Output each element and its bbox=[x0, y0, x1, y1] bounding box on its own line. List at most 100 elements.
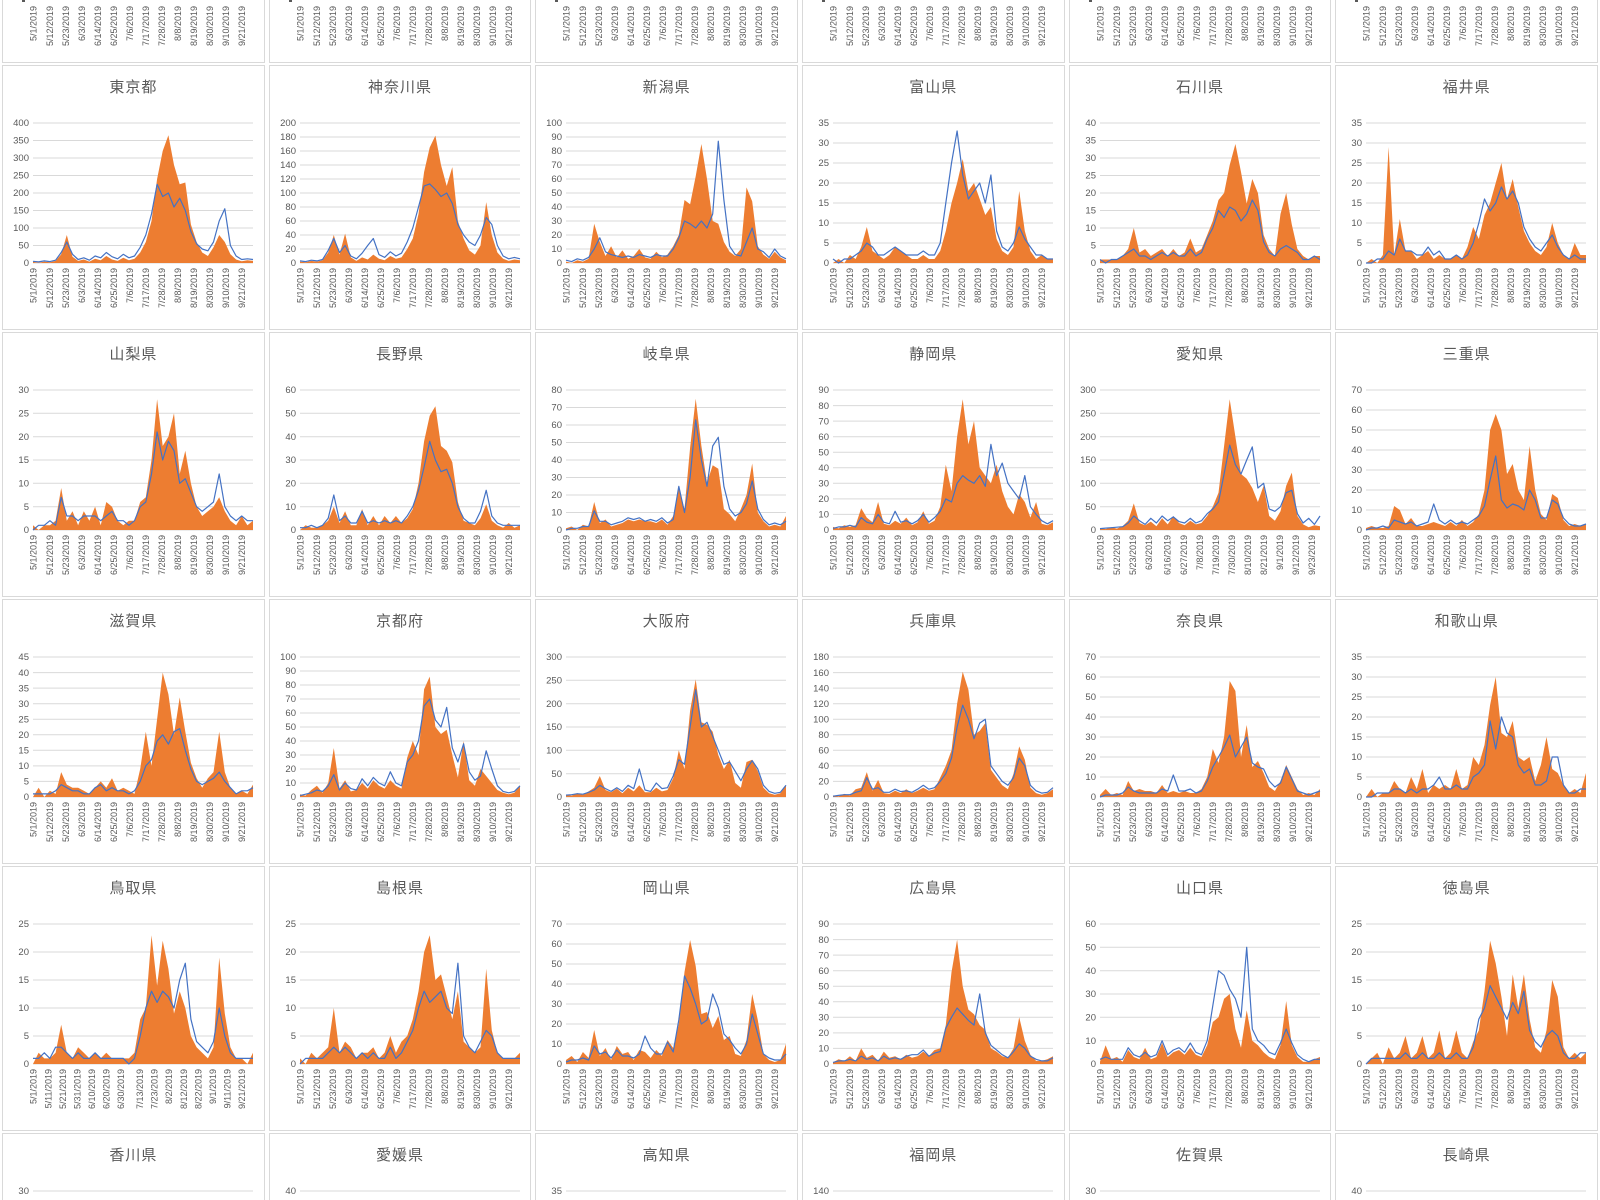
x-axis-tick-label: 5/12/2019 bbox=[1378, 268, 1388, 308]
chart-cell[interactable]: 長野県 0 10 20 30 40 50 60 5/1/2019 5/12/2019 5/23/20… bbox=[268, 332, 532, 597]
x-axis-tick-label: 6/25/2019 bbox=[376, 1069, 386, 1109]
x-axis-tick-label: 6/25/2019 bbox=[376, 6, 386, 46]
x-axis-tick-label: 9/10/2019 bbox=[221, 802, 231, 842]
partial-chart-cell[interactable]: 長崎県 40 bbox=[1335, 1133, 1598, 1200]
y-axis-tick-label: 80 bbox=[285, 202, 296, 213]
chart-cell[interactable]: 大阪府 0 50 100 150 200 250 300 5/1/2019 5/12/2019 5/… bbox=[535, 599, 798, 864]
x-axis-tick-label: 8/8/2019 bbox=[1240, 268, 1250, 303]
y-axis-tick-label: 300 bbox=[1080, 385, 1096, 396]
chart-cell[interactable]: 富山県 0 5 10 15 20 25 30 35 5/1/2019 5/12/2019 5/23/2… bbox=[801, 65, 1065, 330]
cutoff-chart-cell[interactable]: 5/1/2019 5/12/2019 5/23/2019 6/3/2019 6/14/2… bbox=[1068, 0, 1332, 63]
partial-chart-cell[interactable]: 佐賀県 30 bbox=[1068, 1133, 1332, 1200]
y-axis-tick-label: 50 bbox=[818, 981, 829, 992]
x-axis-tick-label: 9/21/2019 bbox=[1304, 6, 1314, 46]
x-axis-tick-label: 7/17/2019 bbox=[674, 268, 684, 308]
x-axis-tick-label: 6/20/2019 bbox=[102, 1069, 112, 1109]
chart-cell[interactable]: 山梨県 0 5 10 15 20 25 30 5/1/2019 5/12/2019 5/23/201… bbox=[2, 332, 265, 597]
y-axis-tick-label: 100 bbox=[546, 118, 562, 129]
chart-cell[interactable]: 福井県 0 5 10 15 20 25 30 35 5/1/2019 5/12/2019 5/23/2… bbox=[1335, 65, 1598, 330]
y-axis-tick-label: 60 bbox=[1352, 405, 1363, 416]
chart-cell[interactable]: 神奈川県 0 20 40 60 80 100 120 140 160 180 200 5/1/2019 5… bbox=[268, 65, 532, 330]
partial-chart-cell[interactable]: 香川県 30 bbox=[2, 1133, 265, 1200]
y-axis-tick-label: 160 bbox=[280, 146, 296, 157]
x-axis-tick-label: 6/25/2019 bbox=[1176, 268, 1186, 308]
line-series bbox=[566, 689, 787, 796]
x-axis-tick-label: 5/1/2019 bbox=[29, 535, 39, 570]
x-axis-tick-label: 7/6/2019 bbox=[925, 1069, 935, 1104]
x-axis-tick-label: 5/12/2019 bbox=[311, 1069, 321, 1109]
x-axis-tick-label: 7/28/2019 bbox=[1490, 268, 1500, 308]
chart-plot: 0 5 10 15 20 25 30 35 5/1/2019 5/12/2019 5/23/2019… bbox=[818, 118, 1053, 308]
chart-cell[interactable]: 三重県 0 10 20 30 40 50 60 70 5/1/2019 5/12/2019 5/23/… bbox=[1335, 332, 1598, 597]
x-axis-tick-label: 6/3/2019 bbox=[343, 6, 353, 41]
y-axis-tick-label: 30 bbox=[1352, 672, 1363, 683]
chart-title: 静岡県 bbox=[909, 346, 958, 363]
chart-cell[interactable]: 兵庫県 0 20 40 60 80 100 120 140 160 180 5/1/2019 5/12/… bbox=[801, 599, 1065, 864]
x-axis-tick-label: 8/8/2019 bbox=[173, 6, 183, 41]
chart-cell[interactable]: 徳島県 0 5 10 15 20 25 5/1/2019 5/12/2019 5/23/2019 6… bbox=[1335, 866, 1598, 1131]
x-axis-tick-label: 7/28/2019 bbox=[690, 6, 700, 46]
chart-cell[interactable]: 東京都 0 50 100 150 200 250 300 350 400 5/1/2019 5/12/… bbox=[2, 65, 265, 330]
chart-title: 岡山県 bbox=[642, 880, 691, 897]
x-axis-tick-label: 5/1/2019 bbox=[562, 535, 572, 570]
y-axis-tick-label: 0 bbox=[557, 1059, 562, 1070]
chart-plot: 0 50 100 150 200 250 300 5/1/2019 5/12/2019 5/23/… bbox=[1080, 385, 1321, 575]
y-axis-tick-label: 10 bbox=[285, 778, 296, 789]
chart-cell[interactable]: 愛知県 0 50 100 150 200 250 300 5/1/2019 5/12/2019 5/… bbox=[1068, 332, 1332, 597]
x-axis-tick-label: 6/3/2019 bbox=[877, 802, 887, 837]
chart-cell[interactable]: 新潟県 0 10 20 30 40 50 60 70 80 90 100 5/1/2019 5/12/20… bbox=[535, 65, 798, 330]
chart-cell[interactable]: 静岡県 0 10 20 30 40 50 60 70 80 90 5/1/2019 5/12/2019 5… bbox=[801, 332, 1065, 597]
y-axis-tick-label: 70 bbox=[1352, 385, 1363, 396]
chart-cell[interactable]: 岡山県 0 10 20 30 40 50 60 70 5/1/2019 5/12/2019 5/23/… bbox=[535, 866, 798, 1131]
chart-plot: 0 10 20 30 40 50 60 70 80 90 100 5/1/2019 5/12/2019 5… bbox=[546, 118, 787, 308]
x-axis-tick-label: 9/10/2019 bbox=[1288, 1069, 1298, 1109]
y-axis-tick-label: 35 bbox=[818, 118, 829, 129]
chart-cell[interactable]: 奈良県 0 10 20 30 40 50 60 70 5/1/2019 5/12/2019 5/23/… bbox=[1068, 599, 1332, 864]
x-axis-tick-label: 7/28/2019 bbox=[690, 802, 700, 842]
x-axis-tick-label: 6/14/2019 bbox=[1426, 6, 1436, 46]
cutoff-chart-cell[interactable]: 5/1/2019 5/12/2019 5/23/2019 6/3/2019 6/14/2… bbox=[2, 0, 265, 63]
x-axis-tick-label: 5/12/2019 bbox=[311, 802, 321, 842]
x-axis-tick-label: 8/8/2019 bbox=[440, 802, 450, 837]
chart-cell[interactable]: 石川県 0 5 10 15 20 25 30 35 40 5/1/2019 5/12/2019 5/23… bbox=[1068, 65, 1332, 330]
x-axis-tick-label: 9/21/2019 bbox=[770, 535, 780, 575]
cutoff-chart-cell[interactable]: 5/1/2019 5/12/2019 5/23/2019 6/3/2019 6/14/2… bbox=[801, 0, 1065, 63]
partial-chart-cell[interactable]: 愛媛県 40 bbox=[268, 1133, 532, 1200]
chart-cell[interactable]: 和歌山県 0 5 10 15 20 25 30 35 5/1/2019 5/12/2019 5/23/… bbox=[1335, 599, 1598, 864]
partial-chart-cell[interactable]: 高知県 35 bbox=[535, 1133, 798, 1200]
chart-title: 富山県 bbox=[909, 79, 958, 96]
x-axis-tick-label: 9/21/2019 bbox=[1304, 802, 1314, 842]
chart-cell[interactable]: 岐阜県 0 10 20 30 40 50 60 70 80 5/1/2019 5/12/2019 5/2… bbox=[535, 332, 798, 597]
chart-cell[interactable]: 山口県 0 10 20 30 40 50 60 5/1/2019 5/12/2019 5/23/20… bbox=[1068, 866, 1332, 1131]
chart-cell[interactable]: 滋賀県 0 5 10 15 20 25 30 35 40 45 5/1/2019 5/12/2019 5/… bbox=[2, 599, 265, 864]
chart-cell[interactable]: 広島県 0 10 20 30 40 50 60 70 80 90 5/1/2019 5/12/2019 5… bbox=[801, 866, 1065, 1131]
cutoff-chart-cell[interactable]: 5/1/2019 5/12/2019 5/23/2019 6/3/2019 6/14/2… bbox=[535, 0, 798, 63]
chart-cell[interactable]: 島根県 0 5 10 15 20 25 5/1/2019 5/12/2019 5/23/2019 6… bbox=[268, 866, 532, 1131]
x-axis-tick-label: 8/19/2019 bbox=[456, 535, 466, 575]
x-axis-tick-label: 8/8/2019 bbox=[1240, 1069, 1250, 1104]
y-axis-tick-label: 10 bbox=[285, 1003, 296, 1014]
y-axis-tick-label: 60 bbox=[818, 746, 829, 757]
x-axis-tick-label: 9/10/2019 bbox=[1554, 802, 1564, 842]
y-axis-tick-label: 20 bbox=[1085, 1013, 1096, 1024]
chart-plot: 0 5 10 15 20 25 5/1/2019 5/12/2019 5/23/2019 6/3/… bbox=[1352, 919, 1587, 1109]
x-axis-tick-label: 8/30/2019 bbox=[1005, 535, 1015, 575]
y-axis-tick-label: 20 bbox=[818, 1028, 829, 1039]
x-axis-tick-label: 9/10/2019 bbox=[754, 802, 764, 842]
x-axis-tick-label: 7/6/2019 bbox=[392, 535, 402, 570]
x-axis-tick-label: 7/17/2019 bbox=[1474, 6, 1484, 46]
chart-cell[interactable]: 京都府 0 10 20 30 40 50 60 70 80 90 100 5/1/2019 5/12/20… bbox=[268, 599, 532, 864]
x-axis-tick-label: 9/21/2019 bbox=[1304, 268, 1314, 308]
y-axis-tick-label: 180 bbox=[280, 132, 296, 143]
y-axis-tick-label: 60 bbox=[818, 432, 829, 443]
chart-cell[interactable]: 鳥取県 0 5 10 15 20 25 5/1/2019 5/11/2019 5/21/2019 5… bbox=[2, 866, 265, 1131]
x-axis-tick-label: 5/1/2019 bbox=[1362, 1069, 1372, 1104]
cutoff-chart-cell[interactable]: 5/1/2019 5/12/2019 5/23/2019 6/3/2019 6/14/2… bbox=[268, 0, 532, 63]
partial-chart-cell[interactable]: 福岡県 140 bbox=[801, 1133, 1065, 1200]
x-axis-tick-label: 9/12/2019 bbox=[1291, 535, 1301, 575]
y-axis-tick-label: 40 bbox=[1085, 118, 1096, 129]
cutoff-chart-cell[interactable]: 5/1/2019 5/12/2019 5/23/2019 6/3/2019 6/14/2… bbox=[1335, 0, 1598, 63]
x-axis-tick-label: 9/21/2019 bbox=[504, 535, 514, 575]
x-axis-tick-label: 6/25/2019 bbox=[376, 535, 386, 575]
x-axis-tick-label: 6/14/2019 bbox=[1426, 1069, 1436, 1109]
